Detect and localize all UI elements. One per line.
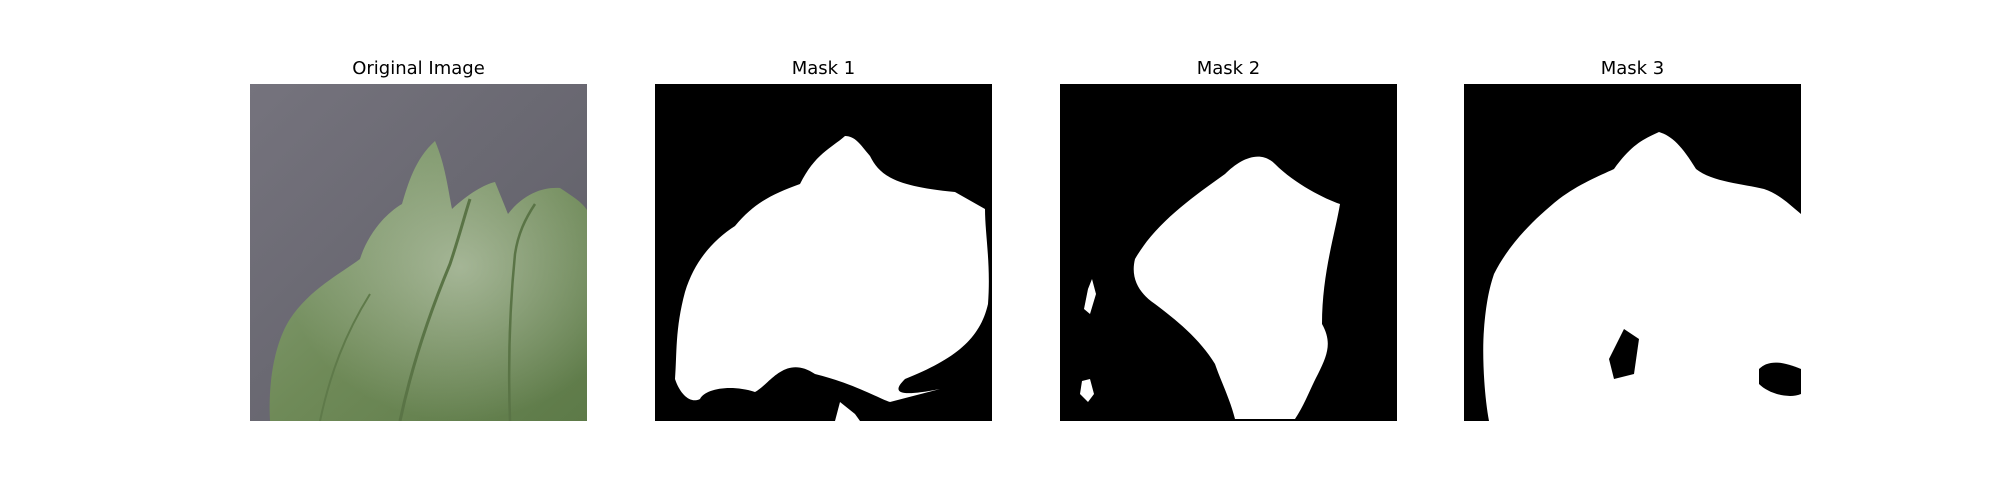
leaf-vein: [319, 293, 371, 421]
mask-speck: [1080, 379, 1094, 402]
mask-speck: [685, 374, 693, 380]
panel-mask-3: Mask 3: [1464, 0, 1801, 500]
mask-3: [1464, 84, 1801, 421]
leaf-vein: [398, 198, 472, 421]
panel-title: Original Image: [352, 58, 485, 79]
mask-region: [675, 136, 989, 402]
mask-image: [1060, 84, 1397, 421]
original-image: [250, 84, 587, 421]
panel-original-image: Original Image: [250, 0, 587, 500]
panel-mask-2: Mask 2: [1060, 0, 1397, 500]
leaf-photo: [250, 84, 587, 421]
mask-2: [1060, 84, 1397, 421]
panel-title: Mask 1: [791, 58, 856, 79]
leaf-sheen: [269, 141, 587, 421]
leaf-vein: [507, 203, 537, 421]
mask-speck: [1084, 279, 1096, 314]
panel-mask-1: Mask 1: [655, 0, 992, 500]
mask-region: [1133, 156, 1340, 419]
mask-image: [1464, 84, 1801, 421]
mask-image: [655, 84, 992, 421]
panel-title: Mask 2: [1196, 58, 1261, 79]
mask-hole: [1759, 362, 1801, 396]
mask-1: [655, 84, 992, 421]
panel-title: Mask 3: [1600, 58, 1665, 79]
mask-hole: [1609, 329, 1639, 379]
mask-region: [835, 402, 860, 421]
mask-region: [1483, 132, 1801, 421]
